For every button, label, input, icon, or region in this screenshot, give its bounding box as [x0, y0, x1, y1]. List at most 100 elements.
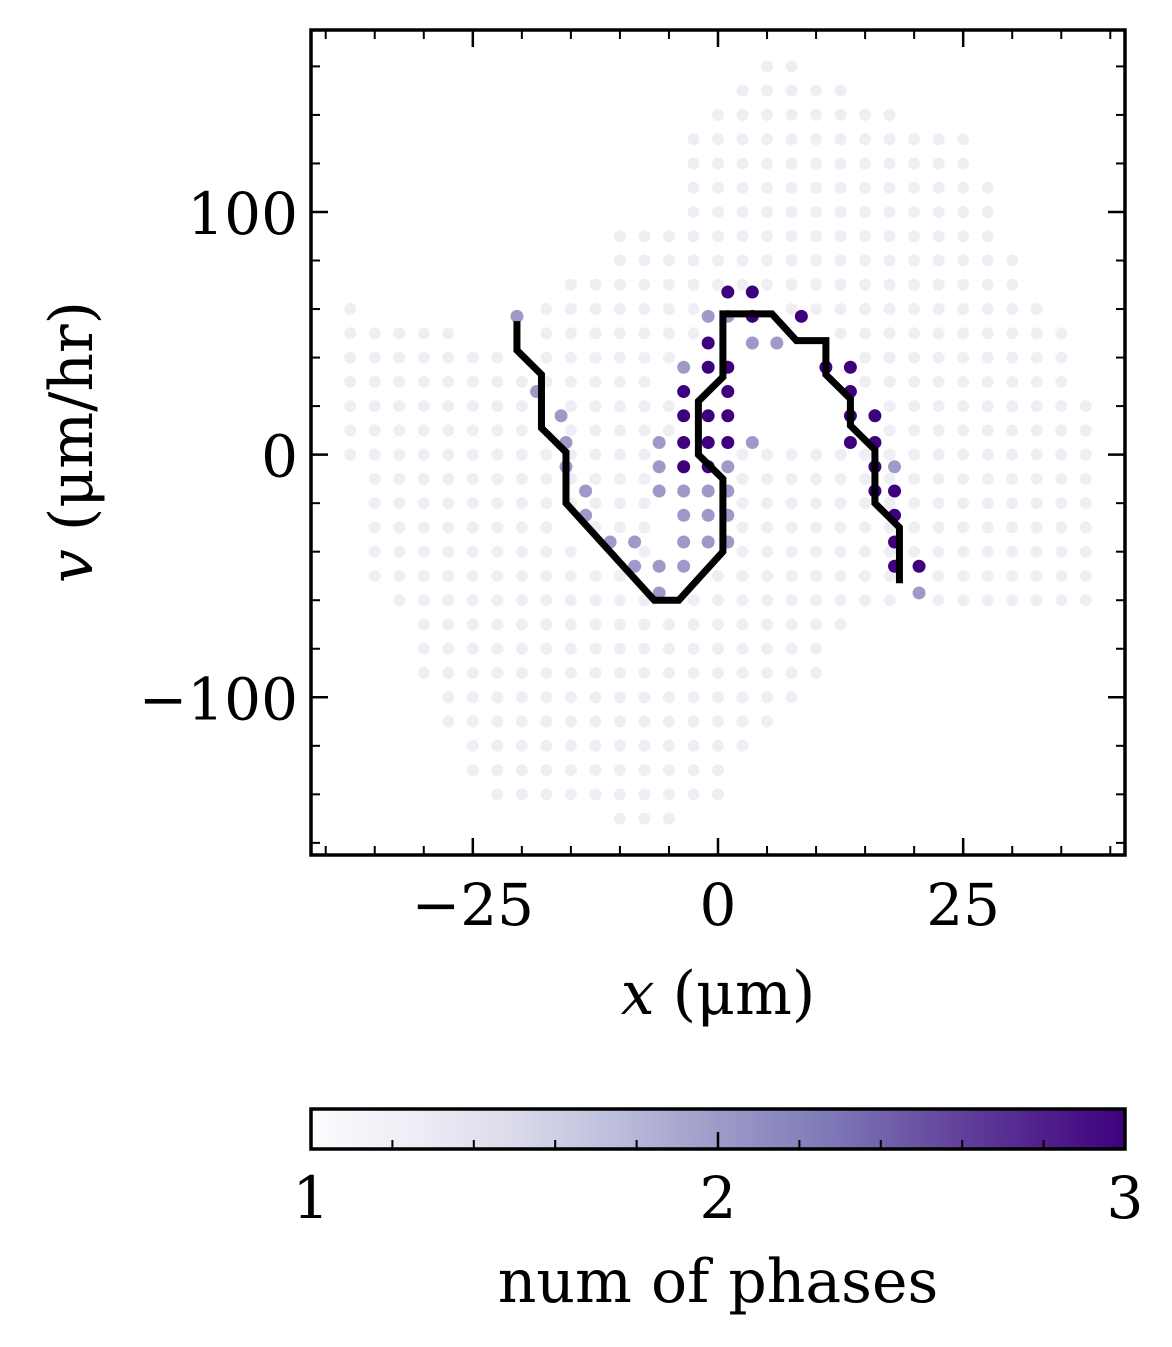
background-point: [957, 497, 970, 510]
background-point: [344, 424, 357, 437]
background-point: [613, 618, 626, 631]
background-point: [834, 205, 847, 218]
data-point: [701, 484, 715, 498]
background-point: [1006, 424, 1019, 437]
background-point: [540, 327, 553, 340]
background-point: [1055, 448, 1068, 461]
background-point: [662, 351, 675, 364]
background-point: [417, 521, 430, 534]
background-point: [981, 448, 994, 461]
background-point: [981, 181, 994, 194]
background-point: [368, 400, 381, 413]
background-point: [564, 278, 577, 291]
background-point: [589, 472, 602, 485]
background-point: [908, 254, 921, 267]
background-point: [540, 594, 553, 607]
background-point: [368, 327, 381, 340]
background-point: [785, 642, 798, 655]
background-point: [1006, 303, 1019, 316]
background-point: [712, 715, 724, 728]
background-point: [564, 788, 577, 801]
background-point: [761, 157, 774, 170]
background-point: [564, 642, 577, 655]
background-point: [613, 448, 626, 461]
background-point: [564, 569, 577, 582]
data-point: [888, 484, 902, 498]
data-point: [701, 436, 715, 449]
background-point: [883, 278, 896, 291]
background-point: [761, 569, 774, 582]
background-point: [859, 230, 872, 243]
data-point: [628, 535, 642, 549]
background-point: [613, 788, 626, 801]
background-point: [1030, 472, 1043, 485]
background-point: [981, 400, 994, 413]
background-point: [834, 497, 847, 510]
background-point: [908, 472, 921, 485]
background-point: [859, 108, 872, 121]
background-point: [417, 618, 430, 631]
background-point: [932, 594, 945, 607]
data-point: [745, 336, 759, 350]
background-point: [564, 351, 577, 364]
background-point: [515, 618, 528, 631]
background-point: [957, 303, 970, 316]
background-point: [613, 254, 626, 267]
background-point: [540, 691, 553, 704]
background-point: [932, 303, 945, 316]
background-point: [638, 545, 651, 558]
background-point: [1055, 472, 1068, 485]
background-point: [540, 642, 553, 655]
background-point: [810, 569, 823, 582]
background-point: [834, 230, 847, 243]
background-point: [981, 569, 994, 582]
background-point: [883, 254, 896, 267]
background-point: [344, 327, 357, 340]
background-point: [883, 303, 896, 316]
background-point: [1006, 497, 1019, 510]
background-point: [981, 594, 994, 607]
background-point: [589, 569, 602, 582]
colorbar-label: num of phases: [498, 1247, 939, 1317]
background-point: [810, 497, 823, 510]
background-point: [957, 327, 970, 340]
data-point: [554, 409, 568, 423]
background-point: [491, 472, 504, 485]
background-point: [393, 351, 406, 364]
background-point: [908, 278, 921, 291]
background-point: [1055, 545, 1068, 558]
background-point: [564, 667, 577, 680]
background-point: [417, 400, 430, 413]
background-point: [442, 472, 455, 485]
background-point: [736, 254, 749, 267]
background-point: [442, 667, 455, 680]
background-point: [687, 667, 700, 680]
background-point: [613, 642, 626, 655]
data-point: [677, 460, 691, 474]
background-point: [883, 157, 896, 170]
background-point: [564, 375, 577, 388]
background-point: [393, 375, 406, 388]
background-point: [761, 84, 774, 97]
axis-ticks: [311, 30, 1125, 855]
background-point: [761, 278, 774, 291]
background-point: [662, 667, 675, 680]
background-point: [638, 812, 651, 825]
background-point: [761, 545, 774, 558]
data-point: [652, 460, 666, 474]
background-point: [540, 667, 553, 680]
background-point: [1055, 327, 1068, 340]
background-point: [662, 691, 675, 704]
background-point: [540, 569, 553, 582]
background-point: [466, 472, 479, 485]
background-point: [834, 84, 847, 97]
background-point: [785, 254, 798, 267]
x-axis-label: x (μm): [621, 959, 816, 1029]
background-point: [515, 497, 528, 510]
background-point: [736, 278, 749, 291]
background-point: [908, 205, 921, 218]
background-point: [981, 278, 994, 291]
background-point: [393, 400, 406, 413]
background-point: [1030, 351, 1043, 364]
background-point: [662, 303, 675, 316]
